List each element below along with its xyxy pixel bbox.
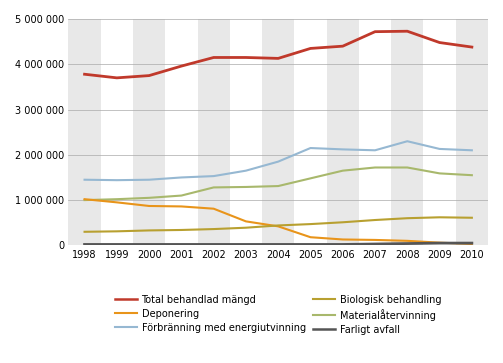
Bar	[133, 19, 165, 245]
Bar	[198, 19, 230, 245]
Legend: Total behandlad mängd, Deponering, Förbränning med energiutvinning, Biologisk be: Total behandlad mängd, Deponering, Förbr…	[111, 291, 445, 338]
Bar	[68, 19, 101, 245]
Bar	[456, 19, 488, 245]
Bar	[262, 19, 294, 245]
Bar	[391, 19, 424, 245]
Bar	[326, 19, 359, 245]
